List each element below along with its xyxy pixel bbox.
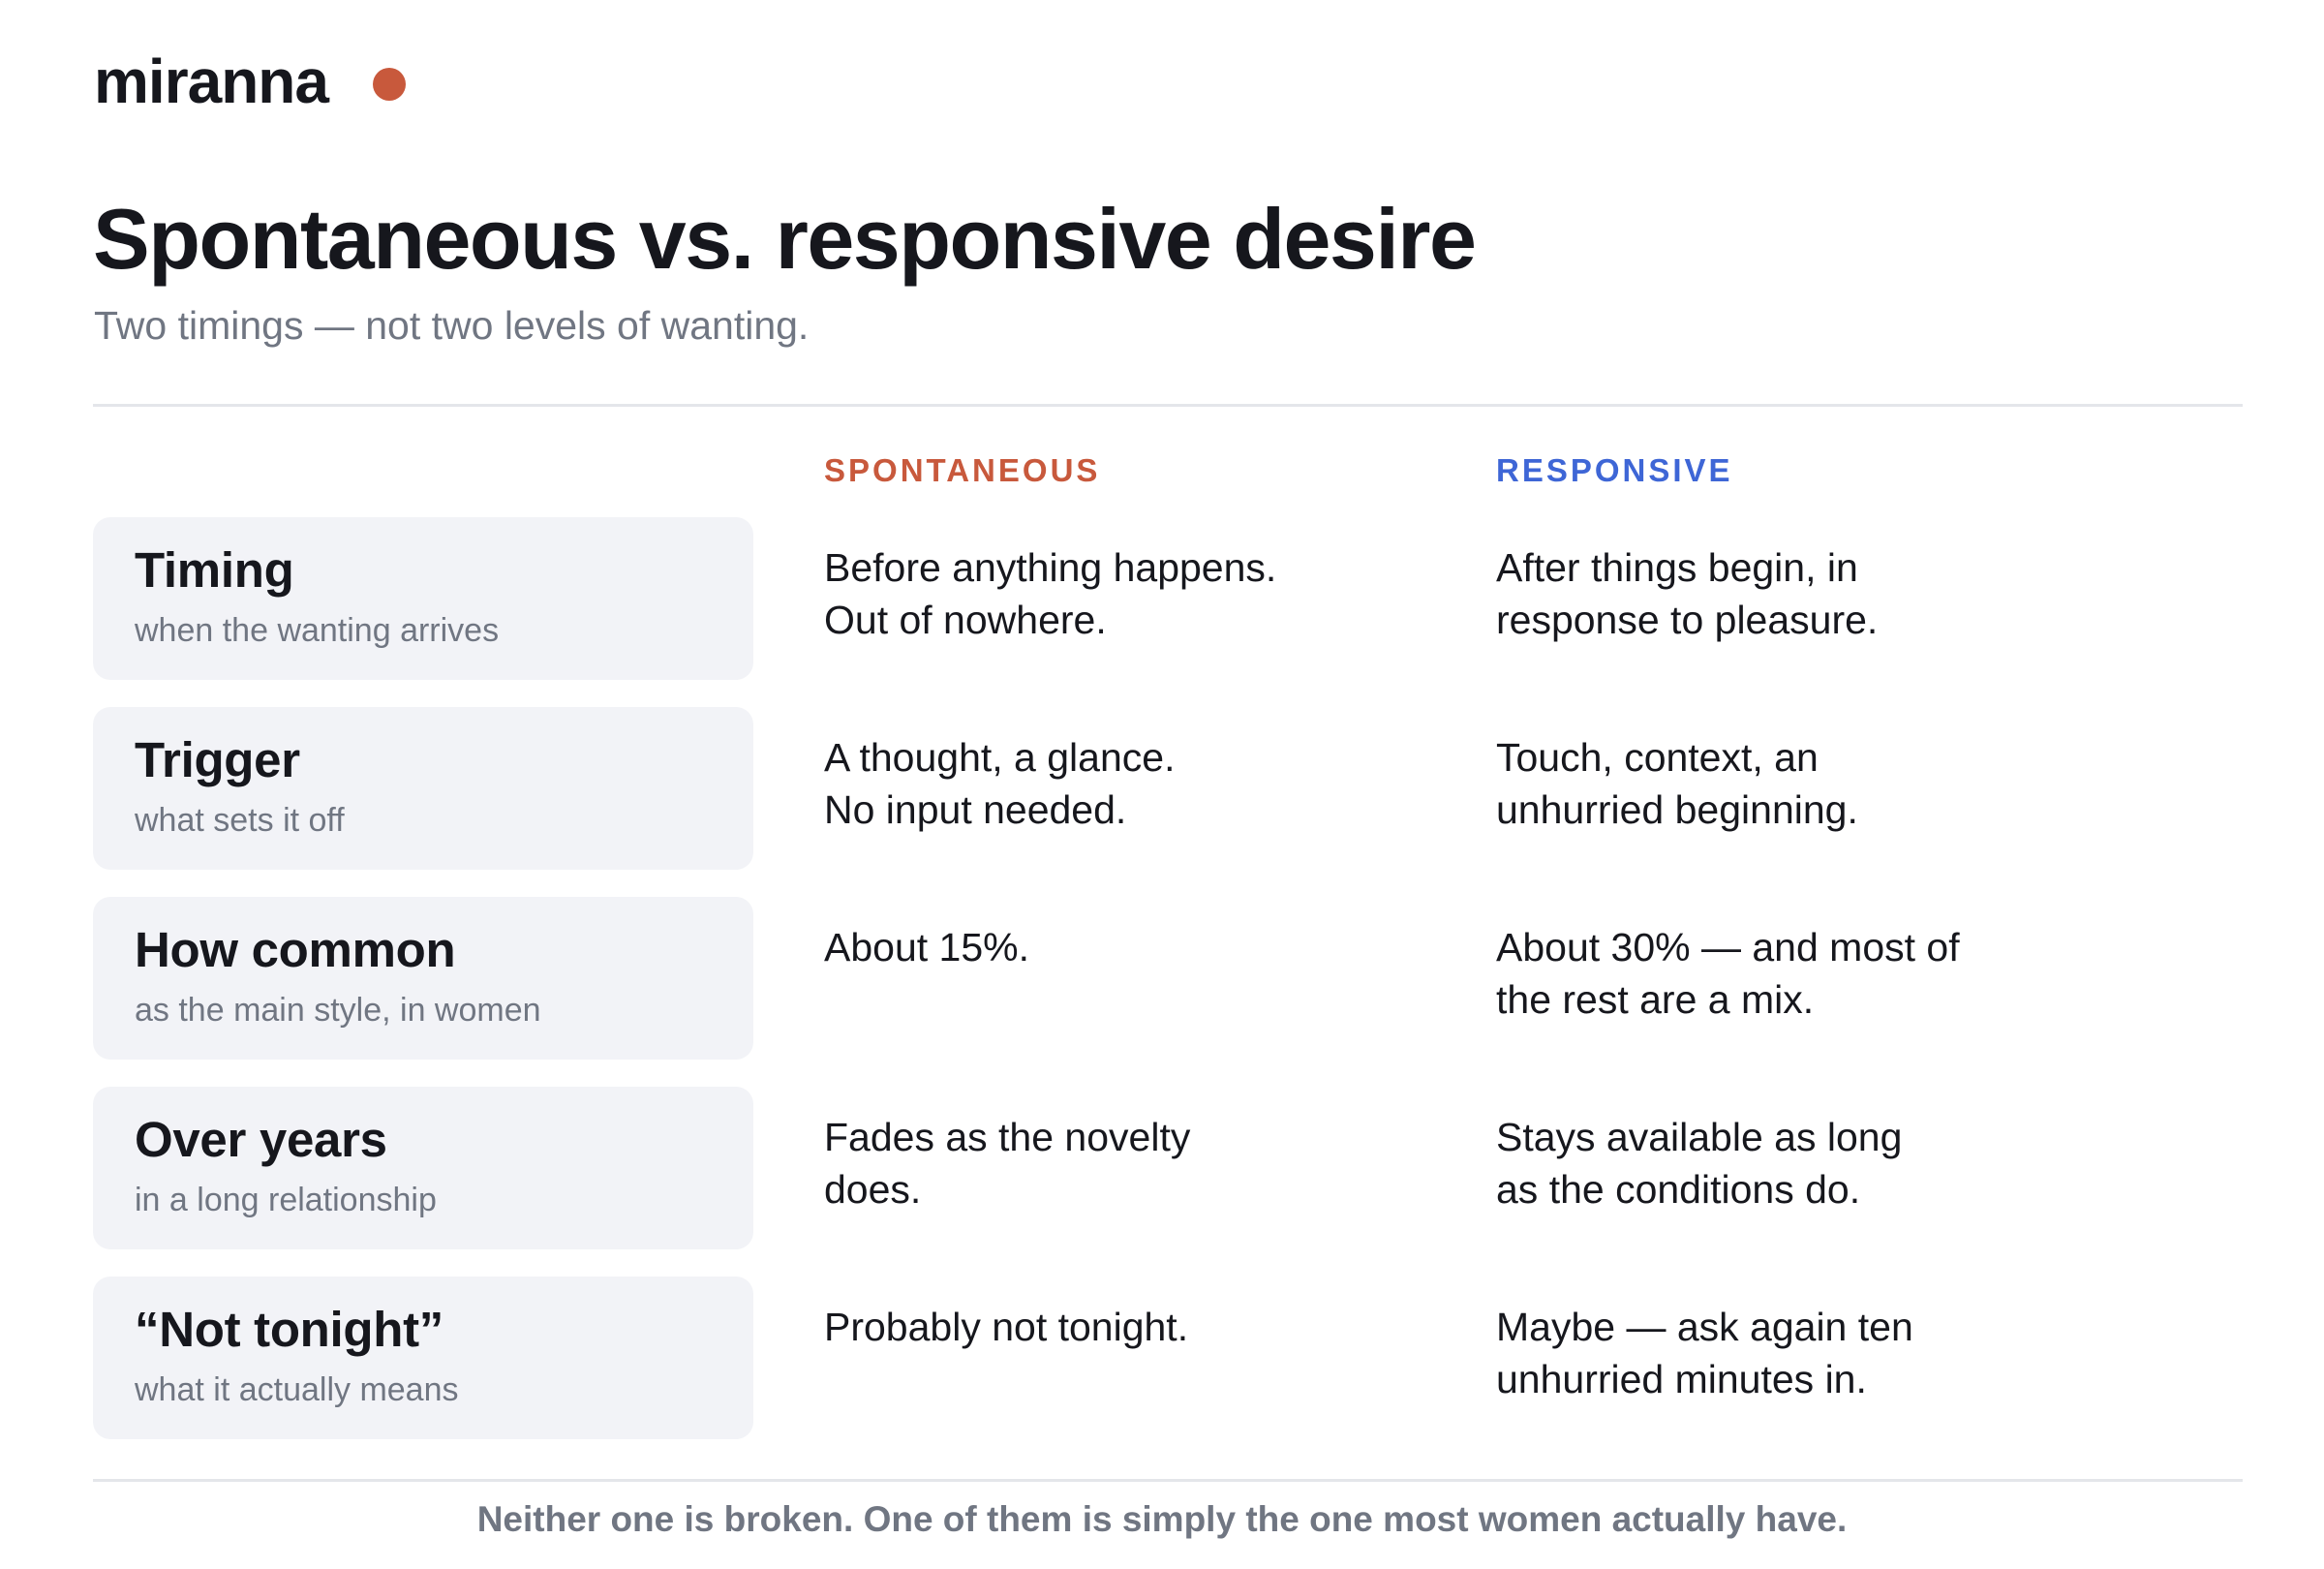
cell-responsive: After things begin, in response to pleas… (1496, 541, 2038, 646)
table-row: How common as the main style, in women A… (93, 897, 2243, 1060)
row-label-card: How common as the main style, in women (93, 897, 753, 1060)
row-label-card: “Not tonight” what it actually means (93, 1277, 753, 1439)
row-label-card: Trigger what sets it off (93, 707, 753, 870)
cell-responsive-line: About 30% — and most of the rest are a m… (1496, 925, 1960, 1022)
cell-spontaneous-line: Probably not tonight. (824, 1305, 1189, 1349)
brand-name: miranna (94, 46, 329, 116)
cell-spontaneous: Before anything happens. Out of nowhere. (824, 541, 1366, 646)
cell-responsive: Touch, context, an unhurried beginning. (1496, 731, 2038, 836)
page-subtitle: Two timings — not two levels of wanting. (94, 303, 810, 348)
row-label-card: Over years in a long relationship (93, 1087, 753, 1249)
table-row: Timing when the wanting arrives Before a… (93, 517, 2243, 680)
page-title: Spontaneous vs. responsive desire (93, 191, 1477, 287)
cell-responsive-line: Stays available as long as the condition… (1496, 1115, 1903, 1212)
cell-spontaneous: About 15%. (824, 921, 1366, 973)
row-label: Timing (135, 542, 294, 598)
row-sublabel: when the wanting arrives (135, 612, 500, 650)
cell-spontaneous-line: Before anything happens. Out of nowhere. (824, 545, 1277, 642)
row-label: How common (135, 922, 456, 977)
cell-spontaneous: Fades as the novelty does. (824, 1111, 1366, 1215)
row-sublabel: as the main style, in women (135, 992, 541, 1030)
table-row: Trigger what sets it off A thought, a gl… (93, 707, 2243, 870)
row-label: Over years (135, 1112, 387, 1167)
cell-responsive-line: Touch, context, an unhurried beginning. (1496, 735, 1858, 832)
row-label-card: Timing when the wanting arrives (93, 517, 753, 680)
cell-spontaneous-line: A thought, a glance. No input needed. (824, 735, 1176, 832)
row-label: “Not tonight” (135, 1302, 443, 1357)
cell-spontaneous: A thought, a glance. No input needed. (824, 731, 1366, 836)
cell-responsive: Maybe — ask again ten unhurried minutes … (1496, 1301, 2038, 1405)
cell-spontaneous-line: About 15%. (824, 925, 1029, 969)
table-row: Over years in a long relationship Fades … (93, 1087, 2243, 1249)
column-header-responsive: RESPONSIVE (1496, 452, 1733, 488)
brand-dot-icon (372, 68, 406, 101)
footnote: Neither one is broken. One of them is si… (476, 1499, 1848, 1539)
cell-responsive-line: Maybe — ask again ten unhurried minutes … (1496, 1305, 1913, 1401)
brand: miranna (94, 50, 406, 112)
row-label: Trigger (135, 732, 300, 787)
cell-responsive-line: After things begin, in response to pleas… (1496, 545, 1879, 642)
column-header-spontaneous: SPONTANEOUS (824, 452, 1101, 488)
cell-spontaneous: Probably not tonight. (824, 1301, 1366, 1353)
row-sublabel: what it actually means (135, 1371, 459, 1409)
row-sublabel: what sets it off (135, 802, 345, 840)
row-sublabel: in a long relationship (135, 1182, 437, 1219)
comparison-table: Timing when the wanting arrives Before a… (93, 517, 2243, 1466)
cell-responsive: Stays available as long as the condition… (1496, 1111, 2038, 1215)
cell-spontaneous-line: Fades as the novelty does. (824, 1115, 1191, 1212)
bottom-divider (93, 1479, 2243, 1482)
table-row: “Not tonight” what it actually means Pro… (93, 1277, 2243, 1439)
cell-responsive: About 30% — and most of the rest are a m… (1496, 921, 2038, 1026)
top-divider (93, 404, 2243, 407)
